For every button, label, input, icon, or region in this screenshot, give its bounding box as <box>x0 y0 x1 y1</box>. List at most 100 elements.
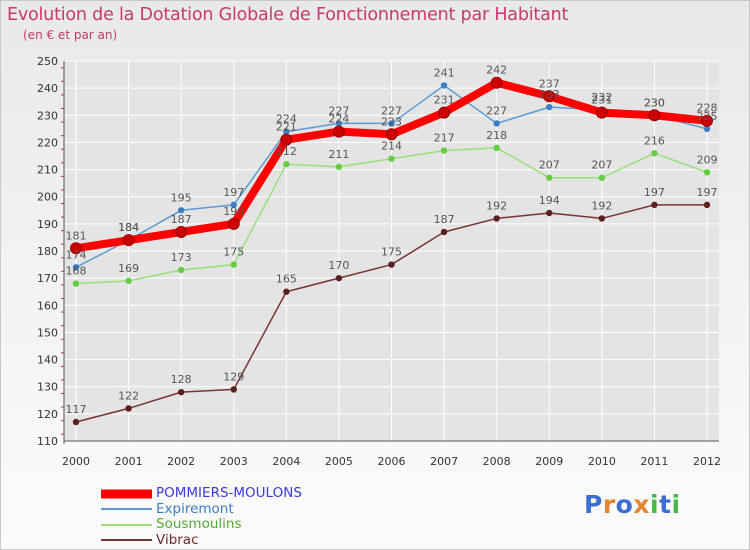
data-label: 232 <box>591 91 612 104</box>
data-point <box>701 114 713 127</box>
x-tick-label: 2009 <box>535 455 563 468</box>
data-point <box>440 82 448 89</box>
data-label: 227 <box>486 104 507 117</box>
data-label: 197 <box>223 186 244 199</box>
data-label: 165 <box>276 273 297 286</box>
data-point <box>546 174 553 181</box>
data-label: 218 <box>486 129 507 142</box>
data-label: 230 <box>644 96 665 109</box>
data-label: 184 <box>118 221 139 234</box>
data-label: 187 <box>434 213 455 226</box>
data-point <box>598 174 606 181</box>
data-point <box>335 120 343 127</box>
data-label: 231 <box>591 94 612 107</box>
logo-letter: P <box>584 490 603 519</box>
x-tick-label: 2005 <box>325 455 353 468</box>
x-tick-label: 2003 <box>220 455 248 468</box>
data-point <box>703 125 711 133</box>
x-tick-label: 2001 <box>115 455 143 468</box>
data-point <box>440 147 448 154</box>
logo-letter: i <box>671 490 681 519</box>
y-tick-label: 120 <box>37 408 58 421</box>
data-label: 129 <box>223 370 244 383</box>
data-point <box>595 106 608 119</box>
legend-label: Expiremont <box>156 500 234 517</box>
x-tick-label: 2010 <box>588 455 616 468</box>
data-point <box>651 201 658 209</box>
data-label: 181 <box>66 229 87 242</box>
x-tick-label: 2008 <box>483 455 511 468</box>
data-label: 174 <box>66 248 87 261</box>
data-point <box>227 217 240 230</box>
data-label: 230 <box>644 96 665 109</box>
data-point <box>177 207 185 214</box>
x-tick-label: 2007 <box>430 455 458 468</box>
data-point <box>648 109 661 122</box>
data-label: 169 <box>118 262 139 275</box>
data-point <box>72 264 80 271</box>
data-label: 237 <box>539 77 560 90</box>
data-label: 209 <box>697 153 718 166</box>
data-point <box>175 226 188 238</box>
proxiti-logo: Proxiti <box>584 490 681 519</box>
data-point <box>546 103 553 111</box>
logo-letter: r <box>602 490 616 519</box>
chart-title: Evolution de la Dotation Globale de Fonc… <box>7 5 569 25</box>
data-point <box>283 128 290 135</box>
data-label: 233 <box>539 88 560 101</box>
data-point <box>438 106 451 119</box>
y-tick-label: 240 <box>37 82 58 95</box>
logo-letter: i <box>650 490 660 519</box>
y-tick-label: 190 <box>37 218 58 231</box>
legend-swatch <box>101 539 152 542</box>
data-point <box>230 386 237 393</box>
data-label: 194 <box>539 194 560 207</box>
data-point <box>332 125 345 138</box>
data-label: 175 <box>381 246 402 259</box>
data-label: 216 <box>644 134 665 147</box>
x-tick-label: 2004 <box>272 455 300 468</box>
data-point <box>385 128 398 141</box>
data-label: 224 <box>328 113 349 126</box>
y-tick-label: 110 <box>37 435 58 448</box>
data-point <box>280 133 293 146</box>
y-tick-label: 130 <box>37 381 58 394</box>
data-label: 170 <box>328 259 349 272</box>
legend-label: Sousmoulins <box>156 516 242 532</box>
data-point <box>388 120 395 127</box>
data-label: 212 <box>276 145 297 158</box>
data-point <box>125 277 132 285</box>
y-tick-label: 180 <box>37 245 58 258</box>
legend-swatch <box>101 523 152 526</box>
data-label: 187 <box>171 213 192 226</box>
x-tick-label: 2011 <box>640 455 668 468</box>
data-point <box>493 215 500 222</box>
data-point <box>70 242 82 255</box>
y-tick-label: 210 <box>37 164 58 177</box>
x-tick-label: 2012 <box>693 455 721 468</box>
data-label: 192 <box>591 199 612 212</box>
data-point <box>493 144 500 152</box>
data-point <box>230 261 237 268</box>
legend-swatch <box>101 508 152 511</box>
y-tick-label: 160 <box>37 299 58 312</box>
logo-letter: x <box>633 490 650 519</box>
data-point <box>490 76 503 89</box>
data-point <box>177 266 185 274</box>
data-point <box>493 120 500 127</box>
data-label: 128 <box>171 373 192 386</box>
data-label: 227 <box>328 104 349 117</box>
data-label: 117 <box>66 403 87 416</box>
data-point <box>546 209 553 217</box>
data-label: 211 <box>328 148 349 161</box>
x-tick-label: 2000 <box>62 455 90 468</box>
data-label: 175 <box>223 246 244 259</box>
data-point <box>125 405 132 412</box>
data-label: 207 <box>539 159 560 172</box>
data-point <box>177 388 185 396</box>
y-tick-label: 140 <box>37 354 58 367</box>
data-label: 190 <box>223 205 244 218</box>
data-label: 241 <box>434 66 455 79</box>
data-point <box>72 280 80 287</box>
